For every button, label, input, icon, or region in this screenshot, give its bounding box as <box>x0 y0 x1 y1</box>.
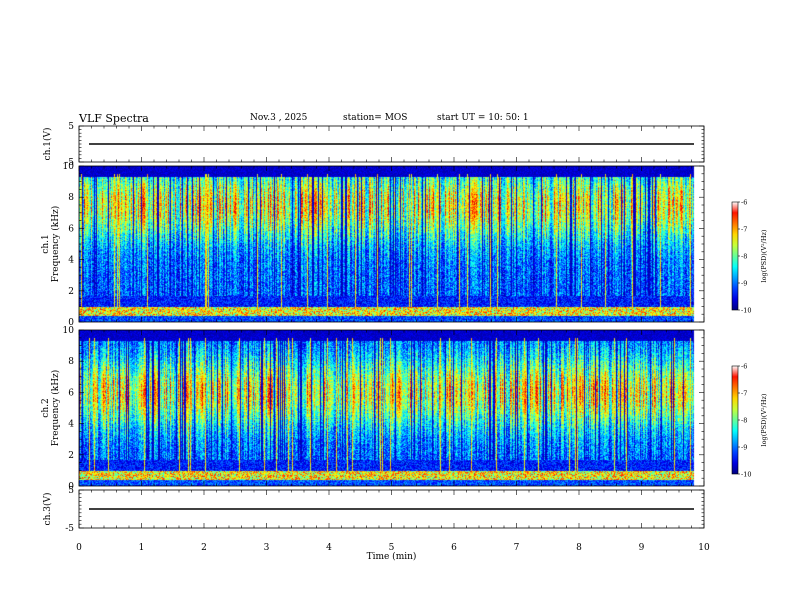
ch1-waveform-ytick--5: -5 <box>65 158 74 168</box>
x-axis-label: Time (min) <box>367 551 417 562</box>
ch1-waveform-ylabel: ch.1(V) <box>42 128 53 161</box>
ch1-spectrogram-ytick-10: 10 <box>63 162 75 172</box>
ch1-spectrogram-colorbar-tick--9: -9 <box>741 280 747 288</box>
xtick-5: 5 <box>389 543 395 553</box>
ch3-waveform-ytick-5: 5 <box>68 486 74 496</box>
station-label: station= MOS <box>343 113 408 123</box>
start-ut-label: start UT = 10: 50: 1 <box>437 113 529 123</box>
ch1-spectrogram-ytick-6: 6 <box>68 224 74 234</box>
ch2-spectrogram-colorbar-tick--10: -10 <box>741 471 751 479</box>
xtick-8: 8 <box>576 543 582 553</box>
ch2-spectrogram-ytick-10: 10 <box>63 326 75 336</box>
ch2-spectrogram-ylabel-bottom: Frequency (kHz) <box>50 370 61 447</box>
xtick-7: 7 <box>514 543 520 553</box>
ch2-spectrogram-ytick-4: 4 <box>68 420 74 430</box>
ch1-spectrogram-colorbar-tick--6: -6 <box>741 199 747 207</box>
ch3-waveform-ylabel: ch.3(V) <box>42 493 53 526</box>
ch1-spectrogram-ylabel-bottom: Frequency (kHz) <box>50 206 61 283</box>
ch1-waveform-ytick-5: 5 <box>68 122 74 132</box>
ch1-spectrogram-colorbar-tick--10: -10 <box>741 307 751 315</box>
xtick-2: 2 <box>201 543 207 553</box>
ch2-spectrogram-ytick-6: 6 <box>68 388 74 398</box>
tick-layer <box>78 125 705 529</box>
colorbar-layer: -6 -7 -8 -9 -10 log(PSD)(V²/Hz) -6 -7 -8 -9 -10 log… <box>731 199 768 479</box>
xtick-4: 4 <box>326 543 332 553</box>
ch1-spectrogram-colorbar-tick--8: -8 <box>741 253 747 261</box>
ch1-spectrogram-ytick-4: 4 <box>68 256 74 266</box>
xtick-6: 6 <box>451 543 457 553</box>
xtick-1: 1 <box>139 543 145 553</box>
ch2-spectrogram-colorbar <box>731 365 739 475</box>
ch1-spectrogram-colorbar-label: log(PSD)(V²/Hz) <box>760 229 768 282</box>
xtick-0: 0 <box>76 543 82 553</box>
ch2-spectrogram-ylabel-top: ch.2 <box>41 398 51 417</box>
ch1-spectrogram-colorbar-tick--7: -7 <box>741 226 747 234</box>
date-label: Nov.3 , 2025 <box>250 113 308 123</box>
ch3-waveform-ytick--5: -5 <box>65 524 74 534</box>
ch1-spectrogram-ytick-0: 0 <box>68 318 74 328</box>
xtick-9: 9 <box>639 543 645 553</box>
ch2-spectrogram-colorbar-tick--7: -7 <box>741 390 747 398</box>
ch2-spectrogram-image <box>79 330 704 486</box>
xtick-3: 3 <box>264 543 270 553</box>
ch2-spectrogram-colorbar-tick--6: -6 <box>741 363 747 371</box>
ch1-spectrogram-ytick-2: 2 <box>68 287 74 297</box>
ch2-spectrogram-ytick-8: 8 <box>68 357 74 367</box>
ch1-spectrogram-ylabel-top: ch.1 <box>41 234 51 253</box>
ch2-spectrogram-colorbar-tick--8: -8 <box>741 417 747 425</box>
chart-title: VLF Spectra <box>79 112 149 125</box>
ch2-spectrogram-ytick-0: 0 <box>68 482 74 492</box>
ch2-spectrogram-colorbar-tick--9: -9 <box>741 444 747 452</box>
ch1-spectrogram-ytick-8: 8 <box>68 193 74 203</box>
ch1-spectrogram-colorbar <box>731 201 739 311</box>
ch2-spectrogram-ytick-2: 2 <box>68 451 74 461</box>
heatmap-layer <box>79 143 704 510</box>
xtick-10: 10 <box>698 543 710 553</box>
ch2-spectrogram-colorbar-label: log(PSD)(V²/Hz) <box>760 393 768 446</box>
ch1-spectrogram-image <box>79 166 704 322</box>
